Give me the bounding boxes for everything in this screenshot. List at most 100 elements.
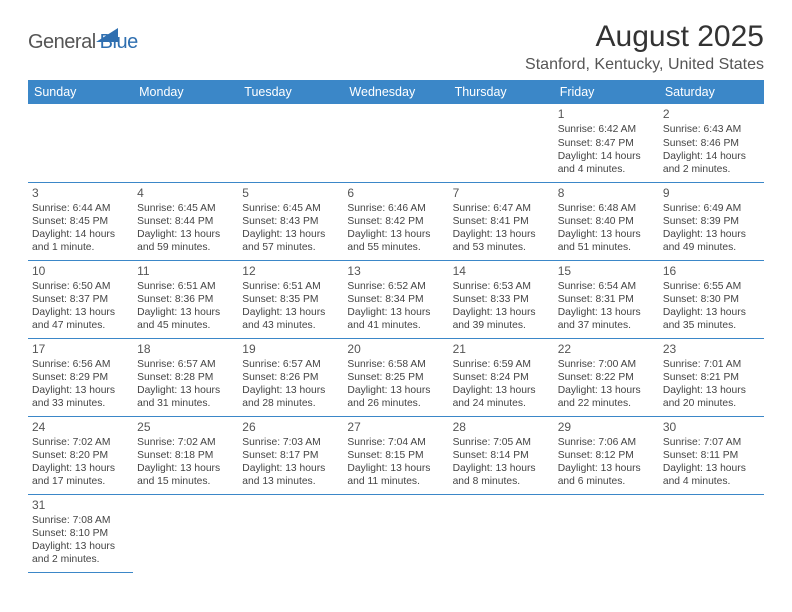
sunrise-text: Sunrise: 6:57 AM — [137, 358, 234, 371]
calendar-cell — [449, 494, 554, 572]
sunset-text: Sunset: 8:34 PM — [347, 293, 444, 306]
calendar-cell: 18Sunrise: 6:57 AMSunset: 8:28 PMDayligh… — [133, 338, 238, 416]
sunset-text: Sunset: 8:14 PM — [453, 449, 550, 462]
weekday-header: Wednesday — [343, 80, 448, 104]
sunrise-text: Sunrise: 6:51 AM — [242, 280, 339, 293]
calendar-cell: 16Sunrise: 6:55 AMSunset: 8:30 PMDayligh… — [659, 260, 764, 338]
day-number: 19 — [242, 342, 339, 357]
day-number: 25 — [137, 420, 234, 435]
day-number: 20 — [347, 342, 444, 357]
calendar-cell: 26Sunrise: 7:03 AMSunset: 8:17 PMDayligh… — [238, 416, 343, 494]
calendar-cell: 30Sunrise: 7:07 AMSunset: 8:11 PMDayligh… — [659, 416, 764, 494]
daylight-text: and 57 minutes. — [242, 241, 339, 254]
daylight-text: Daylight: 14 hours — [558, 150, 655, 163]
calendar-cell — [449, 104, 554, 182]
sunrise-text: Sunrise: 7:08 AM — [32, 514, 129, 527]
calendar-cell — [28, 104, 133, 182]
sunset-text: Sunset: 8:37 PM — [32, 293, 129, 306]
sunset-text: Sunset: 8:43 PM — [242, 215, 339, 228]
daylight-text: and 22 minutes. — [558, 397, 655, 410]
calendar-cell: 22Sunrise: 7:00 AMSunset: 8:22 PMDayligh… — [554, 338, 659, 416]
daylight-text: Daylight: 13 hours — [453, 228, 550, 241]
daylight-text: Daylight: 13 hours — [32, 384, 129, 397]
calendar-cell: 29Sunrise: 7:06 AMSunset: 8:12 PMDayligh… — [554, 416, 659, 494]
daylight-text: and 17 minutes. — [32, 475, 129, 488]
sunrise-text: Sunrise: 6:54 AM — [558, 280, 655, 293]
calendar-cell: 20Sunrise: 6:58 AMSunset: 8:25 PMDayligh… — [343, 338, 448, 416]
sunset-text: Sunset: 8:46 PM — [663, 137, 760, 150]
day-number: 11 — [137, 264, 234, 279]
sunset-text: Sunset: 8:20 PM — [32, 449, 129, 462]
logo-text-general: General — [28, 31, 96, 54]
sunrise-text: Sunrise: 6:53 AM — [453, 280, 550, 293]
sunset-text: Sunset: 8:31 PM — [558, 293, 655, 306]
calendar-row: 24Sunrise: 7:02 AMSunset: 8:20 PMDayligh… — [28, 416, 764, 494]
daylight-text: Daylight: 13 hours — [663, 228, 760, 241]
sunrise-text: Sunrise: 6:55 AM — [663, 280, 760, 293]
calendar-cell: 7Sunrise: 6:47 AMSunset: 8:41 PMDaylight… — [449, 182, 554, 260]
sunrise-text: Sunrise: 7:04 AM — [347, 436, 444, 449]
calendar-row: 10Sunrise: 6:50 AMSunset: 8:37 PMDayligh… — [28, 260, 764, 338]
title-block: August 2025 Stanford, Kentucky, United S… — [525, 20, 764, 74]
daylight-text: and 2 minutes. — [663, 163, 760, 176]
sunrise-text: Sunrise: 6:50 AM — [32, 280, 129, 293]
sunset-text: Sunset: 8:42 PM — [347, 215, 444, 228]
sunset-text: Sunset: 8:15 PM — [347, 449, 444, 462]
day-number: 14 — [453, 264, 550, 279]
calendar-cell: 21Sunrise: 6:59 AMSunset: 8:24 PMDayligh… — [449, 338, 554, 416]
daylight-text: Daylight: 13 hours — [347, 228, 444, 241]
daylight-text: and 47 minutes. — [32, 319, 129, 332]
daylight-text: Daylight: 13 hours — [137, 306, 234, 319]
daylight-text: and 49 minutes. — [663, 241, 760, 254]
calendar-cell: 8Sunrise: 6:48 AMSunset: 8:40 PMDaylight… — [554, 182, 659, 260]
daylight-text: and 1 minute. — [32, 241, 129, 254]
calendar-cell — [238, 104, 343, 182]
calendar-cell: 6Sunrise: 6:46 AMSunset: 8:42 PMDaylight… — [343, 182, 448, 260]
daylight-text: and 33 minutes. — [32, 397, 129, 410]
day-number: 9 — [663, 186, 760, 201]
daylight-text: and 2 minutes. — [32, 553, 129, 566]
sunset-text: Sunset: 8:21 PM — [663, 371, 760, 384]
calendar-cell: 10Sunrise: 6:50 AMSunset: 8:37 PMDayligh… — [28, 260, 133, 338]
daylight-text: Daylight: 13 hours — [453, 462, 550, 475]
daylight-text: and 4 minutes. — [558, 163, 655, 176]
calendar-cell: 15Sunrise: 6:54 AMSunset: 8:31 PMDayligh… — [554, 260, 659, 338]
daylight-text: and 28 minutes. — [242, 397, 339, 410]
sunrise-text: Sunrise: 7:03 AM — [242, 436, 339, 449]
sunset-text: Sunset: 8:17 PM — [242, 449, 339, 462]
daylight-text: Daylight: 13 hours — [137, 228, 234, 241]
daylight-text: Daylight: 14 hours — [32, 228, 129, 241]
calendar-row: 17Sunrise: 6:56 AMSunset: 8:29 PMDayligh… — [28, 338, 764, 416]
daylight-text: and 31 minutes. — [137, 397, 234, 410]
sunset-text: Sunset: 8:36 PM — [137, 293, 234, 306]
day-number: 23 — [663, 342, 760, 357]
day-number: 3 — [32, 186, 129, 201]
day-number: 28 — [453, 420, 550, 435]
daylight-text: Daylight: 13 hours — [453, 306, 550, 319]
calendar-table: Sunday Monday Tuesday Wednesday Thursday… — [28, 80, 764, 573]
day-number: 18 — [137, 342, 234, 357]
sunrise-text: Sunrise: 6:45 AM — [137, 202, 234, 215]
day-number: 26 — [242, 420, 339, 435]
calendar-cell — [343, 104, 448, 182]
calendar-cell — [238, 494, 343, 572]
calendar-cell: 24Sunrise: 7:02 AMSunset: 8:20 PMDayligh… — [28, 416, 133, 494]
logo: General Blue — [28, 20, 138, 57]
daylight-text: Daylight: 14 hours — [663, 150, 760, 163]
sunrise-text: Sunrise: 7:02 AM — [137, 436, 234, 449]
daylight-text: Daylight: 13 hours — [347, 384, 444, 397]
calendar-cell: 9Sunrise: 6:49 AMSunset: 8:39 PMDaylight… — [659, 182, 764, 260]
sunrise-text: Sunrise: 6:49 AM — [663, 202, 760, 215]
daylight-text: Daylight: 13 hours — [242, 228, 339, 241]
calendar-cell: 27Sunrise: 7:04 AMSunset: 8:15 PMDayligh… — [343, 416, 448, 494]
sunset-text: Sunset: 8:26 PM — [242, 371, 339, 384]
day-number: 15 — [558, 264, 655, 279]
daylight-text: Daylight: 13 hours — [347, 306, 444, 319]
sunrise-text: Sunrise: 6:51 AM — [137, 280, 234, 293]
day-number: 31 — [32, 498, 129, 513]
daylight-text: Daylight: 13 hours — [242, 462, 339, 475]
day-number: 4 — [137, 186, 234, 201]
sunrise-text: Sunrise: 6:44 AM — [32, 202, 129, 215]
day-number: 17 — [32, 342, 129, 357]
sunrise-text: Sunrise: 6:56 AM — [32, 358, 129, 371]
